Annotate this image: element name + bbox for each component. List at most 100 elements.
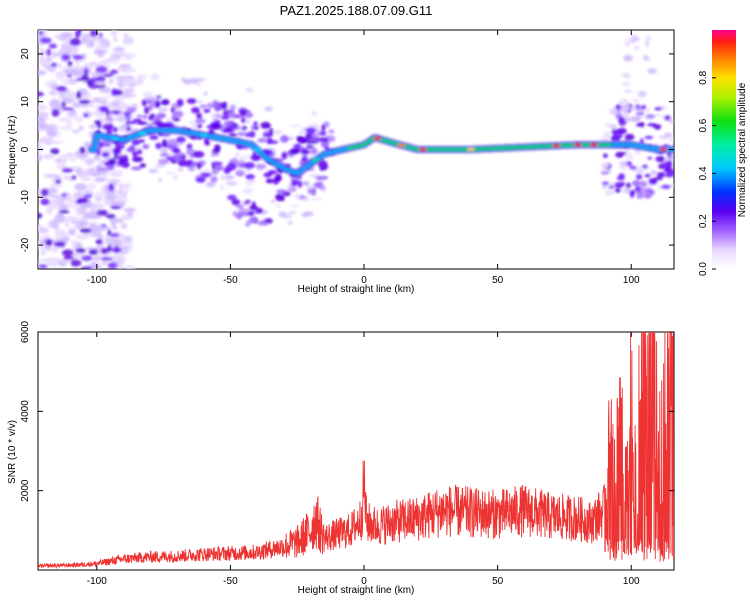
spectrogram-blob xyxy=(614,182,624,189)
spectrogram-blob xyxy=(634,114,645,120)
spectrogram-blob xyxy=(654,106,663,111)
spectrogram-blob xyxy=(60,158,65,168)
spectrogram-blob xyxy=(650,169,657,176)
spectrogram-hotspot xyxy=(397,143,406,147)
colorbar-ticks: 0.0 0.2 0.4 0.6 0.8 xyxy=(698,70,716,276)
spectrogram-blob xyxy=(124,264,136,269)
spectrogram-blob xyxy=(83,177,93,182)
snr-y-label: SNR (10 * v/v) xyxy=(7,420,18,484)
spectrogram-blob xyxy=(56,212,64,219)
spectrogram-blob xyxy=(67,60,73,67)
spectrogram-blob xyxy=(621,100,629,107)
spectrogram-blob xyxy=(133,80,145,86)
spectrogram-blob xyxy=(142,144,150,150)
spectrogram-blob xyxy=(639,138,644,145)
spectrogram-blob xyxy=(39,234,52,240)
spectrogram-x-tick-label: 50 xyxy=(492,275,504,286)
spectrogram-blob xyxy=(89,30,98,38)
spectrogram-blob xyxy=(239,155,247,161)
spectrogram-blob xyxy=(310,147,318,155)
spectrogram-hotspot xyxy=(573,143,582,147)
spectrogram-blob xyxy=(79,125,84,132)
spectrogram-blob xyxy=(255,163,267,170)
spectrogram-blob xyxy=(605,122,612,128)
spectrogram-blob xyxy=(54,71,64,76)
spectrogram-blob xyxy=(95,176,107,183)
spectrogram-blob xyxy=(46,221,52,227)
spectrogram-hotspot xyxy=(311,158,320,162)
spectrogram-blob xyxy=(222,109,230,117)
spectrogram-blob xyxy=(149,135,159,140)
spectrogram-blob xyxy=(110,53,122,61)
spectrogram-blob xyxy=(138,139,146,143)
spectrogram-blob xyxy=(645,40,650,48)
spectrogram-blob xyxy=(128,242,133,251)
spectrogram-blob xyxy=(147,106,153,111)
spectrogram-y-tick-label: 10 xyxy=(20,96,31,108)
spectrogram-blob xyxy=(68,78,78,85)
spectrogram-blob xyxy=(38,212,43,219)
spectrogram-blob xyxy=(664,115,671,121)
spectrogram-blob xyxy=(50,194,63,200)
spectrogram-blob xyxy=(290,147,301,155)
spectrogram-blob xyxy=(76,116,84,123)
colorbar-tick-label: 0.0 xyxy=(698,262,709,276)
spectrogram-blob xyxy=(229,104,236,111)
spectrogram-blob xyxy=(263,172,273,178)
spectrogram-blob xyxy=(107,244,113,253)
spectrogram-blob xyxy=(233,157,238,165)
spectrogram-blob xyxy=(647,123,658,127)
spectrogram-blob xyxy=(62,249,74,257)
spectrogram-blob xyxy=(625,153,634,161)
spectrogram-blob xyxy=(107,262,118,269)
colorbar-tick-label: 0.8 xyxy=(698,70,709,84)
spectrogram-blob xyxy=(100,186,106,194)
spectrogram-blob xyxy=(631,98,641,103)
spectrogram-blob xyxy=(219,174,228,181)
spectrogram-hotspot xyxy=(466,147,475,152)
spectrogram-blob xyxy=(303,211,314,217)
spectrogram-blob xyxy=(191,106,200,114)
spectrogram-blob xyxy=(89,40,94,48)
spectrogram-blob xyxy=(112,147,122,155)
spectrogram-blob xyxy=(211,169,219,175)
spectrogram-blob xyxy=(288,136,295,140)
spectrogram-blob xyxy=(38,47,44,53)
spectrogram-blob xyxy=(142,90,153,97)
spectrogram-blob xyxy=(288,186,297,192)
spectrogram-blob xyxy=(637,90,647,98)
spectrogram-blob xyxy=(255,207,264,214)
spectrogram-blob xyxy=(131,103,139,108)
spectrogram-blob xyxy=(634,149,642,155)
spectrogram-blob xyxy=(246,178,256,184)
spectrogram-blob xyxy=(180,154,186,160)
spectrogram-blob xyxy=(632,179,641,187)
spectrogram-blob xyxy=(83,113,89,118)
spectrogram-blob xyxy=(655,155,665,163)
spectrogram-blob xyxy=(245,199,251,204)
spectrogram-blob xyxy=(106,165,115,171)
spectrogram-blob xyxy=(75,241,83,248)
spectrogram-blob xyxy=(126,126,131,132)
spectrogram-blob xyxy=(624,133,635,141)
spectrogram-blob xyxy=(88,249,99,256)
snr-y-tick-label: 2000 xyxy=(20,479,31,502)
spectrogram-blob xyxy=(245,174,255,180)
spectrogram-blob xyxy=(210,122,223,130)
spectrogram-blob xyxy=(126,107,138,111)
spectrogram-blob xyxy=(287,220,293,226)
spectrogram-blob xyxy=(43,155,54,159)
spectrogram-blob xyxy=(68,228,77,236)
colorbar-tick-label: 0.4 xyxy=(698,166,709,180)
spectrogram-blob xyxy=(120,222,128,229)
spectrogram-blob xyxy=(72,112,78,121)
spectrogram-blob xyxy=(107,229,112,237)
spectrogram-blob xyxy=(210,175,218,183)
spectrogram-blob xyxy=(75,208,81,214)
spectrogram-blob xyxy=(106,238,116,248)
spectrogram-blob xyxy=(60,42,74,50)
spectrogram-blob xyxy=(46,129,57,137)
spectrogram-blob xyxy=(114,99,120,108)
spectrogram-ridge-core xyxy=(346,136,612,151)
